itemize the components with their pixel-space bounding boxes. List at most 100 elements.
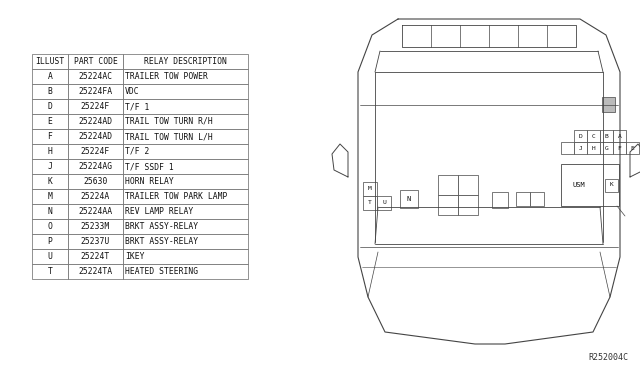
Bar: [68, 219, 123, 234]
Text: T/F SSDF 1: T/F SSDF 1: [125, 162, 173, 171]
Bar: [613, 130, 626, 142]
Text: R252004C: R252004C: [588, 353, 628, 362]
Bar: [123, 54, 248, 69]
Text: 25224AD: 25224AD: [79, 117, 113, 126]
Text: F: F: [47, 132, 52, 141]
Bar: [600, 142, 613, 154]
Text: REV LAMP RELAY: REV LAMP RELAY: [125, 207, 193, 216]
Text: VDC: VDC: [125, 87, 140, 96]
Text: O: O: [47, 222, 52, 231]
Bar: [32, 189, 68, 204]
Bar: [68, 144, 123, 159]
Text: 25224A: 25224A: [81, 192, 110, 201]
Text: J: J: [579, 145, 582, 151]
Text: TRAILER TOW PARK LAMP: TRAILER TOW PARK LAMP: [125, 192, 227, 201]
Bar: [32, 99, 68, 114]
Bar: [123, 234, 248, 249]
Bar: [530, 192, 544, 206]
Text: RELAY DESCRIPTION: RELAY DESCRIPTION: [144, 57, 227, 66]
Text: U: U: [47, 252, 52, 261]
Text: PART CODE: PART CODE: [74, 57, 117, 66]
Bar: [123, 99, 248, 114]
Bar: [123, 159, 248, 174]
Bar: [377, 196, 391, 210]
Bar: [32, 84, 68, 99]
Bar: [32, 264, 68, 279]
Text: G: G: [605, 145, 609, 151]
Text: N: N: [407, 196, 411, 202]
Text: TRAIL TOW TURN L/H: TRAIL TOW TURN L/H: [125, 132, 212, 141]
Bar: [68, 129, 123, 144]
Text: TRAIL TOW TURN R/H: TRAIL TOW TURN R/H: [125, 117, 212, 126]
Text: T/F 2: T/F 2: [125, 147, 149, 156]
Bar: [626, 142, 639, 154]
Bar: [123, 114, 248, 129]
Bar: [32, 249, 68, 264]
Text: H: H: [591, 145, 595, 151]
Bar: [123, 219, 248, 234]
Bar: [602, 97, 615, 112]
Bar: [68, 69, 123, 84]
Bar: [600, 130, 613, 142]
Bar: [123, 84, 248, 99]
Text: 25224TA: 25224TA: [79, 267, 113, 276]
Bar: [458, 195, 478, 215]
Bar: [32, 174, 68, 189]
Bar: [123, 204, 248, 219]
Text: HORN RELAY: HORN RELAY: [125, 177, 173, 186]
Text: 25224AD: 25224AD: [79, 132, 113, 141]
Bar: [32, 159, 68, 174]
Text: 25224AA: 25224AA: [79, 207, 113, 216]
Bar: [32, 129, 68, 144]
Text: BRKT ASSY-RELAY: BRKT ASSY-RELAY: [125, 237, 198, 246]
Bar: [32, 204, 68, 219]
Text: A: A: [47, 72, 52, 81]
Bar: [123, 174, 248, 189]
Text: HEATED STEERING: HEATED STEERING: [125, 267, 198, 276]
Bar: [32, 219, 68, 234]
Bar: [363, 182, 377, 196]
Bar: [605, 179, 618, 192]
Text: E: E: [630, 145, 634, 151]
Bar: [561, 164, 619, 206]
Text: D: D: [47, 102, 52, 111]
Text: A: A: [618, 134, 621, 138]
Text: USM: USM: [573, 182, 586, 188]
Bar: [68, 204, 123, 219]
Bar: [68, 189, 123, 204]
Text: ILLUST: ILLUST: [35, 57, 65, 66]
Bar: [123, 189, 248, 204]
Text: J: J: [47, 162, 52, 171]
Bar: [68, 54, 123, 69]
Text: 25237U: 25237U: [81, 237, 110, 246]
Bar: [561, 142, 574, 154]
Bar: [68, 159, 123, 174]
Text: K: K: [47, 177, 52, 186]
Bar: [123, 144, 248, 159]
Bar: [458, 175, 478, 195]
Text: 25630: 25630: [83, 177, 108, 186]
Bar: [123, 264, 248, 279]
Bar: [123, 69, 248, 84]
Bar: [32, 69, 68, 84]
Bar: [68, 174, 123, 189]
Bar: [32, 114, 68, 129]
Text: 25224AG: 25224AG: [79, 162, 113, 171]
Bar: [438, 195, 458, 215]
Text: T: T: [368, 201, 372, 205]
Bar: [574, 130, 587, 142]
Text: 25224FA: 25224FA: [79, 87, 113, 96]
Text: TRAILER TOW POWER: TRAILER TOW POWER: [125, 72, 208, 81]
Text: E: E: [47, 117, 52, 126]
Bar: [400, 190, 418, 208]
Bar: [123, 129, 248, 144]
Bar: [516, 192, 530, 206]
Text: 25224F: 25224F: [81, 147, 110, 156]
Text: M: M: [368, 186, 372, 192]
Bar: [587, 130, 600, 142]
Bar: [68, 114, 123, 129]
Bar: [438, 175, 458, 195]
Text: 25224AC: 25224AC: [79, 72, 113, 81]
Bar: [68, 99, 123, 114]
Bar: [587, 142, 600, 154]
